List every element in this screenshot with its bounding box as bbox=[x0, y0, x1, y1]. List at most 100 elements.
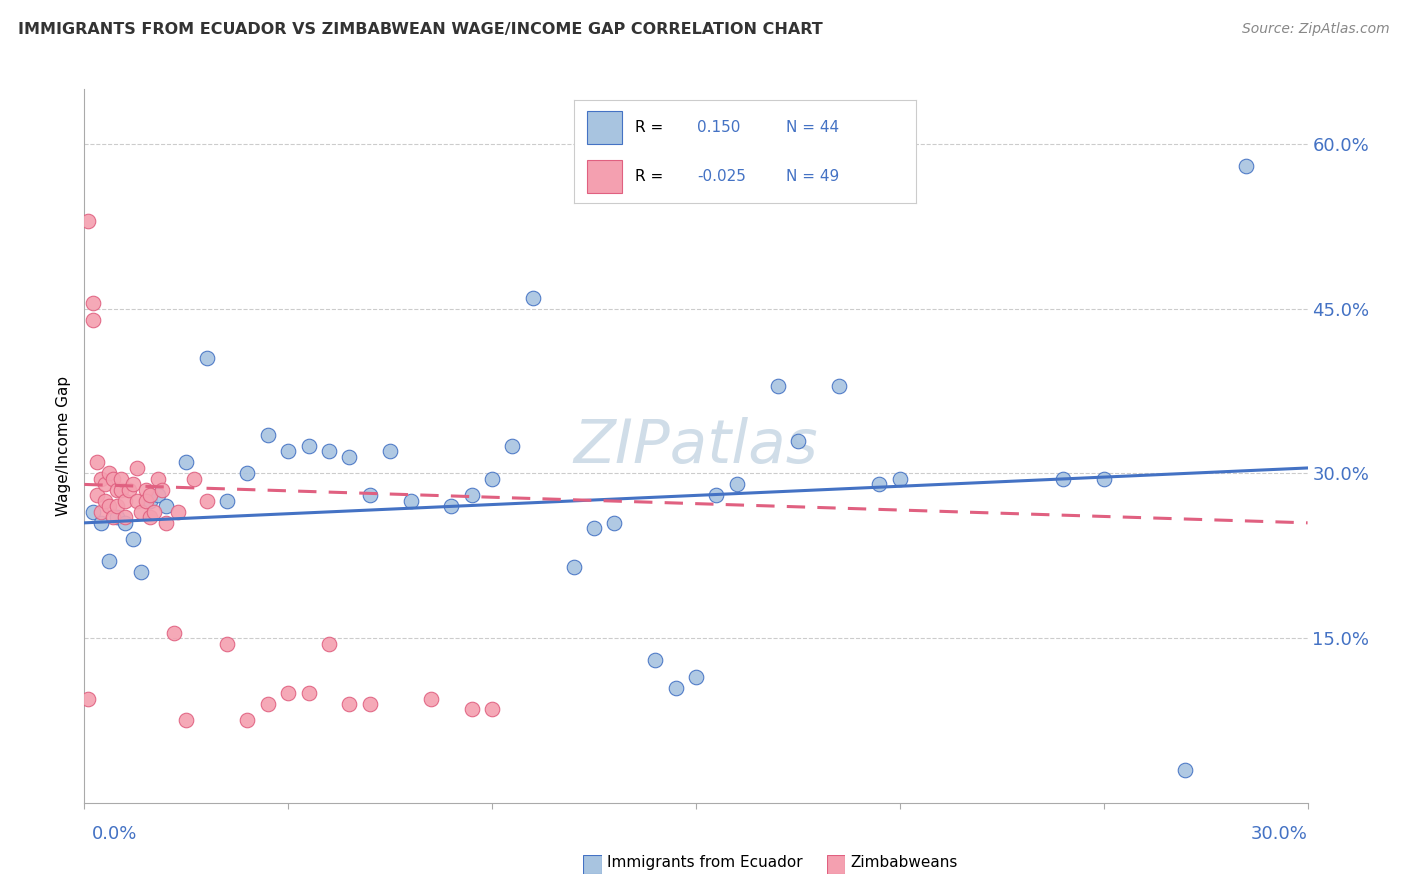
Point bbox=[277, 444, 299, 458]
Point bbox=[257, 428, 280, 442]
Point bbox=[481, 472, 503, 486]
Point bbox=[114, 510, 136, 524]
Point bbox=[603, 516, 626, 530]
Point bbox=[105, 500, 128, 514]
Point bbox=[135, 483, 157, 497]
Point bbox=[1052, 472, 1074, 486]
Point bbox=[420, 691, 443, 706]
Point bbox=[298, 439, 321, 453]
Point bbox=[110, 483, 132, 497]
Point bbox=[97, 554, 120, 568]
Point bbox=[236, 714, 259, 728]
Y-axis label: Wage/Income Gap: Wage/Income Gap bbox=[56, 376, 72, 516]
Point bbox=[135, 494, 157, 508]
Point bbox=[176, 455, 198, 469]
Point bbox=[163, 625, 186, 640]
Point bbox=[118, 483, 141, 497]
Point bbox=[146, 488, 169, 502]
Point bbox=[481, 702, 503, 716]
Point bbox=[217, 494, 239, 508]
Point bbox=[1236, 159, 1258, 173]
Point bbox=[97, 467, 120, 481]
Text: ZIPatlas: ZIPatlas bbox=[574, 417, 818, 475]
Point bbox=[359, 488, 381, 502]
Point bbox=[725, 477, 748, 491]
Text: Zimbabweans: Zimbabweans bbox=[851, 855, 957, 870]
Point bbox=[706, 488, 728, 502]
Text: Immigrants from Ecuador: Immigrants from Ecuador bbox=[607, 855, 803, 870]
Point bbox=[562, 559, 585, 574]
Point bbox=[82, 312, 104, 326]
Point bbox=[82, 505, 104, 519]
Point bbox=[90, 516, 112, 530]
Point bbox=[318, 637, 340, 651]
Point bbox=[685, 669, 707, 683]
Point bbox=[105, 483, 128, 497]
Point bbox=[318, 444, 340, 458]
Point bbox=[122, 477, 145, 491]
Point bbox=[86, 455, 108, 469]
Point bbox=[502, 439, 524, 453]
Point bbox=[90, 505, 112, 519]
FancyBboxPatch shape bbox=[827, 855, 845, 874]
Point bbox=[131, 566, 153, 580]
Point bbox=[155, 500, 177, 514]
Point bbox=[277, 686, 299, 700]
Point bbox=[101, 510, 124, 524]
FancyBboxPatch shape bbox=[583, 855, 602, 874]
Point bbox=[90, 472, 112, 486]
Point bbox=[644, 653, 666, 667]
Point bbox=[127, 494, 149, 508]
Point bbox=[298, 686, 321, 700]
Point bbox=[257, 697, 280, 711]
Point bbox=[869, 477, 891, 491]
Point bbox=[217, 637, 239, 651]
Point bbox=[167, 505, 190, 519]
Point bbox=[787, 434, 810, 448]
Point bbox=[399, 494, 422, 508]
Point bbox=[82, 296, 104, 310]
Point bbox=[195, 351, 218, 366]
Text: Source: ZipAtlas.com: Source: ZipAtlas.com bbox=[1241, 22, 1389, 37]
Point bbox=[150, 483, 173, 497]
Point bbox=[359, 697, 381, 711]
Point bbox=[889, 472, 911, 486]
Point bbox=[1174, 763, 1197, 777]
Point bbox=[176, 714, 198, 728]
Point bbox=[828, 378, 851, 392]
Point bbox=[155, 516, 177, 530]
Point bbox=[146, 472, 169, 486]
Point bbox=[105, 510, 128, 524]
Point bbox=[127, 461, 149, 475]
Point bbox=[110, 472, 132, 486]
Point bbox=[461, 702, 484, 716]
Point bbox=[522, 291, 544, 305]
Point bbox=[1092, 472, 1115, 486]
Point bbox=[122, 533, 145, 547]
Point bbox=[380, 444, 402, 458]
Point bbox=[339, 450, 361, 464]
Point bbox=[440, 500, 463, 514]
Point bbox=[86, 488, 108, 502]
Point bbox=[138, 494, 160, 508]
Point bbox=[114, 494, 136, 508]
Point bbox=[138, 510, 160, 524]
Point bbox=[339, 697, 361, 711]
Point bbox=[461, 488, 484, 502]
Point bbox=[77, 214, 100, 228]
Point bbox=[114, 516, 136, 530]
Text: 30.0%: 30.0% bbox=[1251, 825, 1308, 843]
Point bbox=[583, 521, 606, 535]
Point bbox=[77, 691, 100, 706]
Point bbox=[93, 477, 117, 491]
Point bbox=[195, 494, 218, 508]
Point bbox=[138, 488, 160, 502]
Point bbox=[101, 472, 124, 486]
Text: IMMIGRANTS FROM ECUADOR VS ZIMBABWEAN WAGE/INCOME GAP CORRELATION CHART: IMMIGRANTS FROM ECUADOR VS ZIMBABWEAN WA… bbox=[18, 22, 823, 37]
Point bbox=[236, 467, 259, 481]
Point bbox=[97, 500, 120, 514]
Point bbox=[766, 378, 789, 392]
Point bbox=[93, 494, 117, 508]
Point bbox=[183, 472, 205, 486]
Point bbox=[142, 505, 165, 519]
